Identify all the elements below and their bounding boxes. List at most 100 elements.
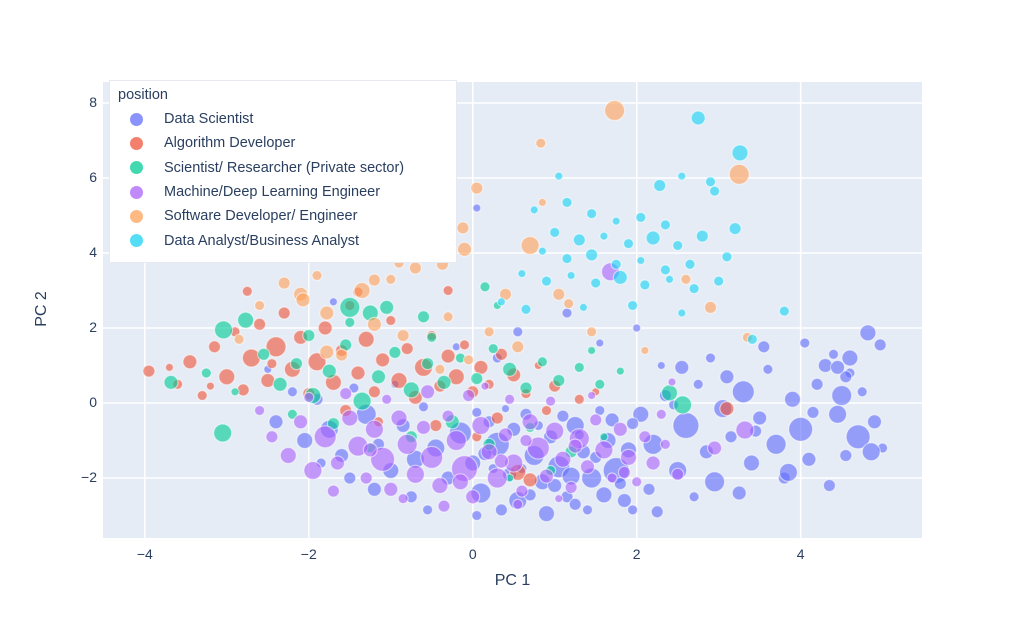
scatter-point (497, 427, 514, 443)
scatter-point (465, 489, 481, 505)
scatter-point (445, 429, 467, 452)
scatter-point (659, 264, 672, 276)
scatter-point (385, 314, 397, 327)
scatter-point (827, 348, 840, 360)
scatter-point (677, 308, 687, 318)
scatter-point (163, 374, 179, 390)
legend-marker-icon (130, 185, 143, 199)
scatter-point (861, 442, 881, 462)
scatter-point (680, 273, 692, 285)
scatter-point (344, 316, 356, 328)
scatter-point (277, 306, 291, 320)
scatter-point (806, 405, 820, 419)
legend-item-machine-deep-learning-engineer[interactable]: Machine/Deep Learning Engineer (118, 180, 448, 204)
legend-item-data-analyst-business-analyst[interactable]: Data Analyst/Business Analyst (118, 228, 448, 252)
y-tick-label: 4 (89, 244, 97, 260)
scatter-point (397, 493, 409, 505)
scatter-point (390, 371, 408, 390)
scatter-point (545, 421, 565, 441)
y-tick-label: 8 (89, 94, 97, 110)
y-tick-label: −2 (81, 469, 97, 485)
scatter-point (366, 481, 382, 497)
scatter-point (549, 226, 561, 238)
legend-items: Data Scientist Algorithm Developer Scienti… (118, 107, 448, 253)
scatter-point (367, 273, 381, 287)
legend-item-scientist-researcher-private-sector-[interactable]: Scientist/ Researcher (Private sector) (118, 156, 448, 180)
scatter-point (703, 300, 718, 314)
y-tick-label: 6 (89, 169, 97, 185)
scatter-point (266, 358, 278, 370)
scatter-point (426, 331, 438, 343)
scatter-point (829, 359, 846, 375)
scatter-point (688, 491, 700, 503)
y-tick-label: 0 (89, 394, 97, 410)
scatter-point (573, 393, 585, 405)
scatter-point (390, 409, 408, 427)
scatter-point (385, 273, 397, 285)
scatter-point (317, 320, 333, 336)
scatter-point (364, 419, 384, 439)
scatter-point (783, 390, 802, 408)
scatter-point (552, 287, 566, 301)
scatter-point (313, 425, 337, 449)
scatter-point (640, 345, 650, 356)
scatter-point (511, 340, 525, 354)
scatter-point (656, 360, 666, 371)
scatter-point (599, 432, 609, 442)
scatter-point (537, 197, 547, 208)
scatter-point (561, 253, 573, 265)
scatter-point (695, 229, 709, 243)
scatter-point (302, 328, 316, 343)
scatter-point (731, 485, 747, 501)
scatter-point (578, 302, 588, 312)
scatter-point (343, 471, 357, 485)
scatter-point (540, 275, 553, 287)
scatter-point (735, 420, 755, 440)
scatter-point (472, 203, 482, 213)
scatter-point (254, 299, 266, 312)
scatter-point (611, 216, 621, 226)
scatter-point (436, 374, 452, 390)
scatter-point (645, 230, 661, 246)
scatter-point (757, 340, 771, 354)
scatter-point (684, 258, 696, 270)
scatter-point (421, 357, 435, 371)
scatter-point (272, 376, 288, 392)
legend-item-label: Machine/Deep Learning Engineer (164, 184, 381, 201)
scatter-point (339, 296, 361, 318)
legend-item-algorithm-developer[interactable]: Algorithm Developer (118, 131, 448, 155)
scatter-point (415, 419, 432, 435)
scatter-point (289, 357, 304, 371)
scatter-point (552, 373, 566, 388)
scatter-point (595, 338, 605, 348)
series-scientist-researcher-private-sector- (163, 281, 693, 483)
legend-item-data-scientist[interactable]: Data Scientist (118, 107, 448, 131)
legend-item-label: Data Analyst/Business Analyst (164, 232, 360, 249)
scatter-point (479, 281, 491, 293)
scatter-point (519, 433, 533, 448)
scatter-point (350, 365, 366, 381)
scatter-point (265, 336, 287, 358)
scatter-point (383, 481, 399, 497)
scatter-point (650, 505, 664, 519)
scatter-point (279, 446, 297, 465)
scatter-point (788, 416, 814, 442)
x-axis-title: PC 1 (494, 572, 531, 589)
scatter-point (752, 410, 768, 426)
scatter-point (604, 99, 626, 122)
scatter-point (196, 389, 208, 402)
x-tick-label: −2 (300, 546, 317, 562)
scatter-point (529, 205, 539, 215)
scatter-point (295, 292, 311, 308)
scatter-point (483, 326, 495, 338)
scatter-point (704, 176, 717, 188)
scatter-point (703, 471, 726, 493)
scatter-point (639, 279, 651, 291)
scatter-point (416, 310, 431, 324)
scatter-point (616, 492, 633, 509)
scatter-point (456, 241, 473, 257)
series-data-analyst-business-analyst (496, 110, 790, 345)
scatter-point (396, 328, 410, 343)
legend-item-software-developer-engineer[interactable]: Software Developer/ Engineer (118, 204, 448, 228)
